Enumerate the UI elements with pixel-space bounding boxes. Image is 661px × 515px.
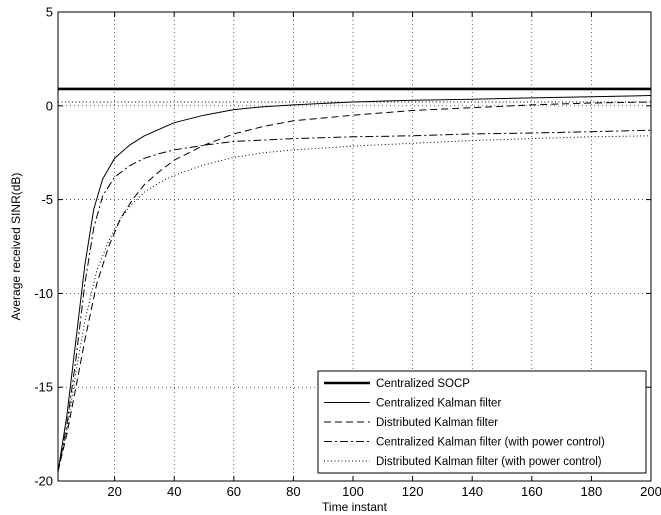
x-tick-label: 100 (342, 484, 364, 499)
legend-label-3: Distributed Kalman filter (376, 417, 498, 429)
x-axis-label: Time instant (322, 500, 388, 514)
legend-label-4: Centralized Kalman filter (with power co… (376, 437, 605, 449)
x-tick-label: 200 (640, 484, 661, 499)
x-tick-label: 20 (107, 484, 121, 499)
x-tick-label: 160 (521, 484, 543, 499)
series-group (57, 87, 652, 472)
legend: Centralized SOCP Centralized Kalman filte… (317, 370, 647, 474)
series-line-3 (57, 101, 652, 472)
x-tick-label: 80 (286, 484, 300, 499)
series-line-2 (57, 95, 652, 472)
y-tick-label: -10 (34, 286, 53, 301)
plot-frame (57, 11, 652, 482)
tick-labels: 20 40 60 80 100 120 140 160 180 200 -20 -15 -10 -5 0 5 (34, 5, 661, 500)
y-tick-label: 5 (46, 5, 53, 20)
x-tick-label: 120 (402, 484, 424, 499)
x-tick-label: 60 (227, 484, 241, 499)
legend-label-2: Centralized Kalman filter (376, 398, 501, 410)
y-tick-label: -15 (34, 380, 53, 395)
y-tick-label: -20 (34, 474, 53, 489)
series-line-4 (57, 129, 652, 472)
tick-marks (58, 11, 652, 482)
x-tick-label: 140 (461, 484, 483, 499)
y-axis-label: Average received SINR(dB) (9, 173, 23, 321)
legend-label-5: Distributed Kalman filter (with power co… (376, 456, 602, 468)
legend-box (317, 370, 647, 474)
x-tick-label: 40 (167, 484, 181, 499)
y-tick-label: 0 (46, 98, 53, 113)
x-tick-label: 180 (581, 484, 603, 499)
legend-label-1: Centralized SOCP (376, 378, 470, 390)
y-tick-label: -5 (41, 192, 53, 207)
